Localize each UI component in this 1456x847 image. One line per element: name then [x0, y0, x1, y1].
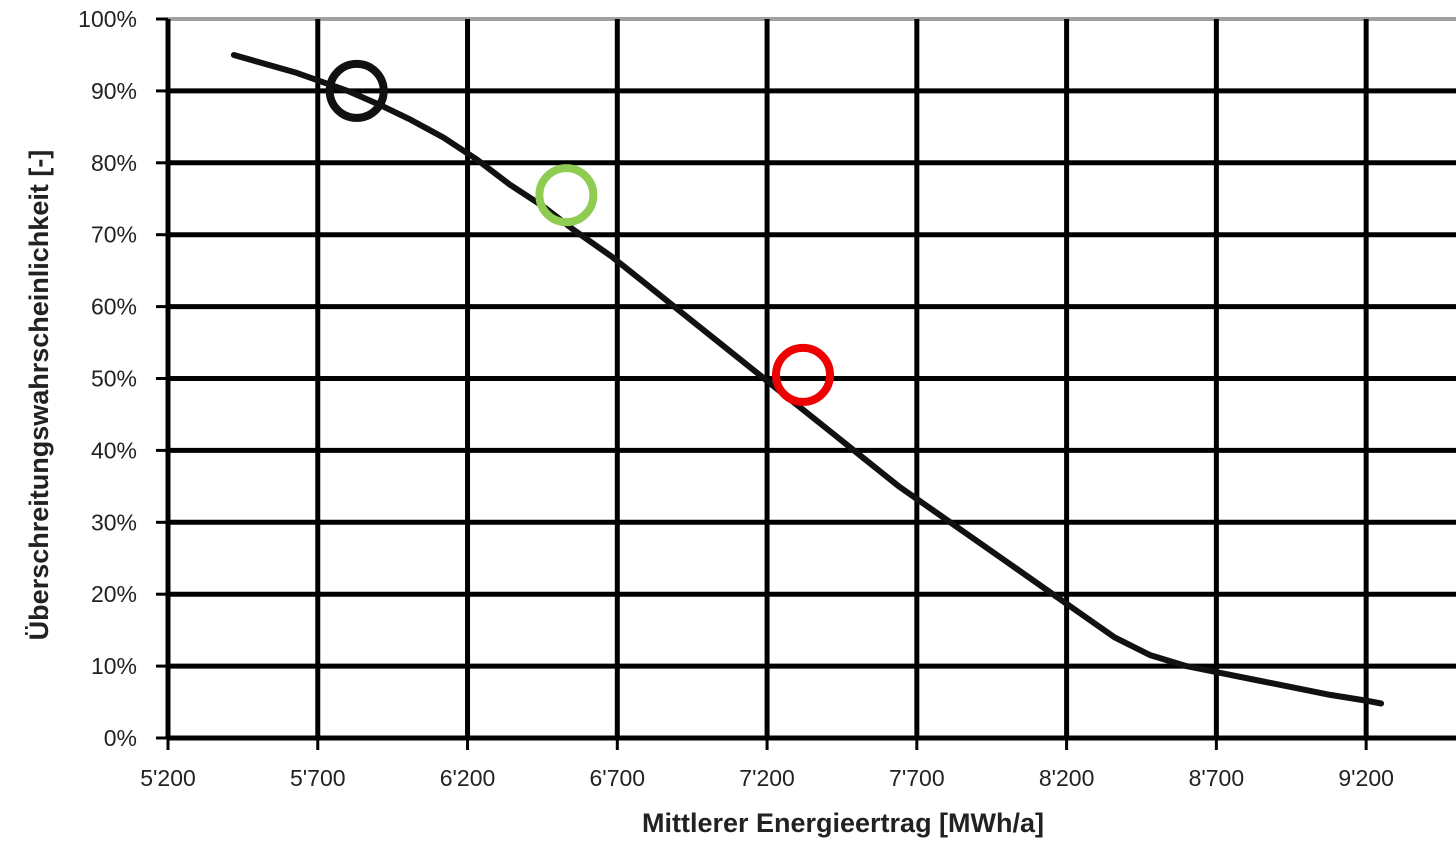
x-tick-label: 5'700	[290, 765, 346, 791]
highlight-marker	[535, 164, 598, 227]
highlight-marker	[325, 59, 388, 122]
x-tick-label: 8'200	[1039, 765, 1095, 791]
y-tick-label: 50%	[91, 366, 137, 392]
x-tick-label: 9'200	[1338, 765, 1394, 791]
x-tick-label: 5'200	[140, 765, 196, 791]
x-axis-title: Mittlerer Energieertrag [MWh/a]	[642, 808, 1044, 838]
y-tick-label: 80%	[91, 150, 137, 176]
y-tick-label: 0%	[104, 725, 137, 751]
x-tick-label: 6'700	[590, 765, 646, 791]
y-tick-label: 100%	[78, 6, 137, 32]
markers	[325, 59, 835, 406]
x-tick-label: 7'200	[739, 765, 795, 791]
grid	[165, 17, 1456, 741]
y-tick-label: 90%	[91, 78, 137, 104]
series-line	[230, 52, 1385, 707]
y-tick-label: 10%	[91, 653, 137, 679]
x-tick-label: 6'200	[440, 765, 496, 791]
axis-ticks: 0% 10% 20% 30% 40% 50% 60% 70% 80% 90% 100% 5'200 5'…	[78, 6, 1394, 791]
y-tick-label: 30%	[91, 509, 137, 535]
highlight-marker	[772, 343, 835, 406]
x-tick-label: 8'700	[1189, 765, 1245, 791]
y-tick-label: 70%	[91, 222, 137, 248]
y-axis-title: Überschreitungswahrscheinlichkeit [-]	[24, 150, 54, 641]
series	[230, 52, 1385, 707]
y-tick-label: 20%	[91, 581, 137, 607]
x-tick-label: 7'700	[889, 765, 945, 791]
y-tick-label: 60%	[91, 294, 137, 320]
y-tick-label: 40%	[91, 437, 137, 463]
